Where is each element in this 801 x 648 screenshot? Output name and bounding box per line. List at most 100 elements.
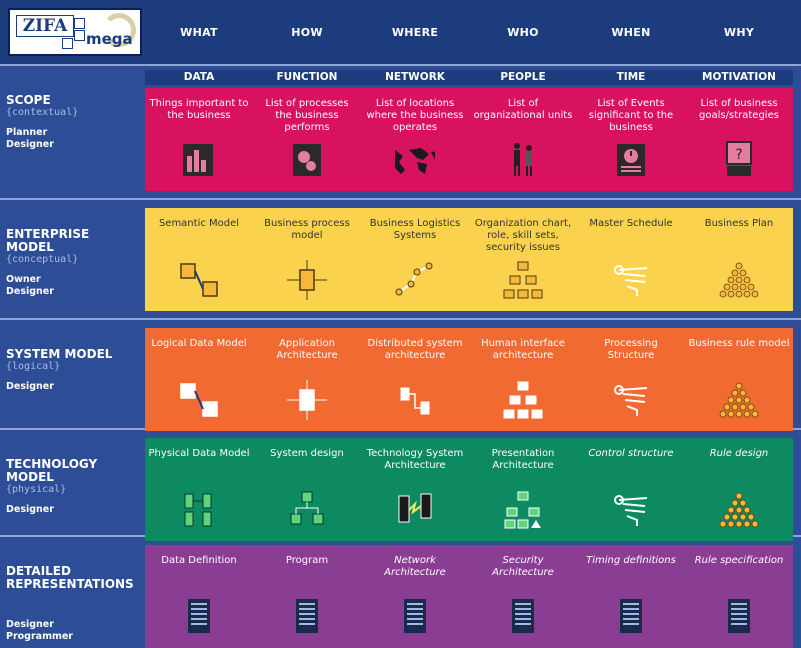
cell-label: Data Definition — [161, 555, 237, 566]
zifa-mega-logo[interactable]: ZIFA mega — [8, 8, 142, 56]
cell-technology-model-time[interactable]: Control structure — [577, 438, 685, 541]
cell-label: Application Architecture — [276, 338, 338, 361]
cell-enterprise-model-time[interactable]: Master Schedule — [577, 208, 685, 311]
document-icon — [188, 599, 210, 633]
cell-scope-time[interactable]: List of Events significant to the busine… — [577, 88, 685, 191]
zifa-wordmark: ZIFA — [16, 15, 74, 37]
cell-label: System design — [270, 448, 344, 459]
cell-technology-model-function[interactable]: System design — [253, 438, 361, 541]
row-title: TECHNOLOGY — [6, 457, 98, 471]
role-label: Designer — [6, 286, 54, 297]
row-title: REPRESENTATIONS — [6, 577, 134, 591]
role-label: Owner — [6, 274, 41, 285]
goal-pyramid-icon — [719, 382, 759, 418]
role-label: Programmer — [6, 631, 73, 642]
cell-system-model-time[interactable]: Processing Structure — [577, 328, 685, 431]
gears-icon — [293, 144, 321, 176]
cell-detailed-representations-network[interactable]: Network Architecture — [361, 545, 469, 648]
cell-scope-motivation[interactable]: List of business goals/strategies? — [685, 88, 793, 191]
world-map-icon — [395, 148, 435, 174]
cell-scope-function[interactable]: List of processes the business performs — [253, 88, 361, 191]
process-box-icon — [287, 380, 327, 420]
cell-label: Things important to the business — [149, 98, 249, 121]
row-perspective: {physical} — [6, 484, 67, 495]
row-title: MODEL — [6, 470, 54, 484]
row-roles: Owner Designer — [6, 274, 138, 298]
cell-enterprise-model-data[interactable]: Semantic Model — [145, 208, 253, 311]
column-motivation: MOTIVATION — [685, 70, 793, 85]
cell-enterprise-model-network[interactable]: Business Logistics Systems — [361, 208, 469, 311]
cell-detailed-representations-motivation[interactable]: Rule specification — [685, 545, 793, 648]
column-time: TIME — [577, 70, 685, 85]
row-perspective: {conceptual} — [6, 254, 79, 265]
cell-enterprise-model-motivation[interactable]: Business Plan — [685, 208, 793, 311]
cell-system-model-function[interactable]: Application Architecture — [253, 328, 361, 431]
role-label: Planner — [6, 127, 48, 138]
column-function: FUNCTION — [253, 70, 361, 85]
cell-label: Organization chart, role, skill sets, se… — [474, 218, 572, 253]
role-label: Designer — [6, 381, 54, 392]
database-tables-icon — [184, 493, 212, 527]
cell-label: Semantic Model — [158, 218, 240, 229]
interrogative-what: WHAT — [180, 26, 218, 39]
cell-label: Human interface architecture — [481, 338, 565, 361]
document-icon — [620, 599, 642, 633]
cell-label: Physical Data Model — [148, 448, 250, 459]
row-title: MODEL — [6, 240, 54, 254]
tree-diagram-icon — [504, 491, 541, 529]
people-icon — [514, 143, 532, 176]
row-roles: Designer Programmer — [6, 619, 138, 643]
role-label: Designer — [6, 619, 54, 630]
goal-pyramid-icon — [719, 492, 759, 528]
interrogative-where: WHERE — [391, 26, 439, 39]
row-label: ENTERPRISE MODEL {conceptual} Owner Designer — [6, 228, 138, 298]
cell-detailed-representations-function[interactable]: Program — [253, 545, 361, 648]
mega-swirl-icon — [102, 13, 136, 47]
cell-label: Presentation Architecture — [491, 448, 555, 471]
cell-technology-model-data[interactable]: Physical Data Model — [145, 438, 253, 541]
cell-scope-network[interactable]: List of locations where the business ope… — [361, 88, 469, 191]
document-icon — [404, 599, 426, 633]
row-title: SCOPE — [6, 93, 51, 107]
interrogative-why: WHY — [723, 26, 755, 39]
process-box-icon — [287, 260, 327, 300]
cell-detailed-representations-people[interactable]: Security Architecture — [469, 545, 577, 648]
header-bar: ZIFA mega — [0, 0, 801, 64]
server-network-icon — [398, 493, 432, 523]
cell-system-model-data[interactable]: Logical Data Model — [145, 328, 253, 431]
cell-technology-model-network[interactable]: Technology System Architecture — [361, 438, 469, 541]
cell-label: Logical Data Model — [151, 338, 247, 349]
cell-detailed-representations-data[interactable]: Data Definition — [145, 545, 253, 648]
cell-label: Business process model — [264, 218, 350, 241]
document-icon — [728, 599, 750, 633]
interrogative-how: HOW — [291, 26, 323, 39]
cell-technology-model-motivation[interactable]: Rule design — [685, 438, 793, 541]
cell-enterprise-model-function[interactable]: Business process model — [253, 208, 361, 311]
timeline-icon — [614, 495, 648, 526]
network-nodes-icon — [395, 262, 433, 296]
cell-detailed-representations-time[interactable]: Timing definitions — [577, 545, 685, 648]
cell-scope-people[interactable]: List of organizational units — [469, 88, 577, 191]
timeline-icon — [614, 265, 648, 296]
cell-system-model-people[interactable]: Human interface architecture — [469, 328, 577, 431]
cell-system-model-motivation[interactable]: Business rule model — [685, 328, 793, 431]
cell-label: Business rule model — [688, 338, 790, 349]
cell-label: List of Events significant to the busine… — [588, 98, 674, 133]
row-title: ENTERPRISE — [6, 227, 90, 241]
cell-system-model-network[interactable]: Distributed system architecture — [361, 328, 469, 431]
cell-label: Program — [285, 555, 329, 566]
role-label: Designer — [6, 139, 54, 150]
cell-label: Timing definitions — [586, 555, 676, 566]
role-label: Designer — [6, 504, 54, 515]
cell-enterprise-model-people[interactable]: Organization chart, role, skill sets, se… — [469, 208, 577, 311]
cell-label: List of locations where the business ope… — [366, 98, 464, 133]
row-title: SYSTEM MODEL — [6, 347, 113, 361]
cell-technology-model-people[interactable]: Presentation Architecture — [469, 438, 577, 541]
interrogative-who: WHO — [507, 26, 539, 39]
cell-label: Master Schedule — [589, 218, 673, 229]
cell-label: List of organizational units — [473, 98, 573, 121]
column-data: DATA — [145, 70, 253, 85]
row-perspective: {contextual} — [6, 107, 79, 118]
cell-scope-data[interactable]: Things important to the business — [145, 88, 253, 191]
cell-label: Technology System Architecture — [366, 448, 464, 471]
